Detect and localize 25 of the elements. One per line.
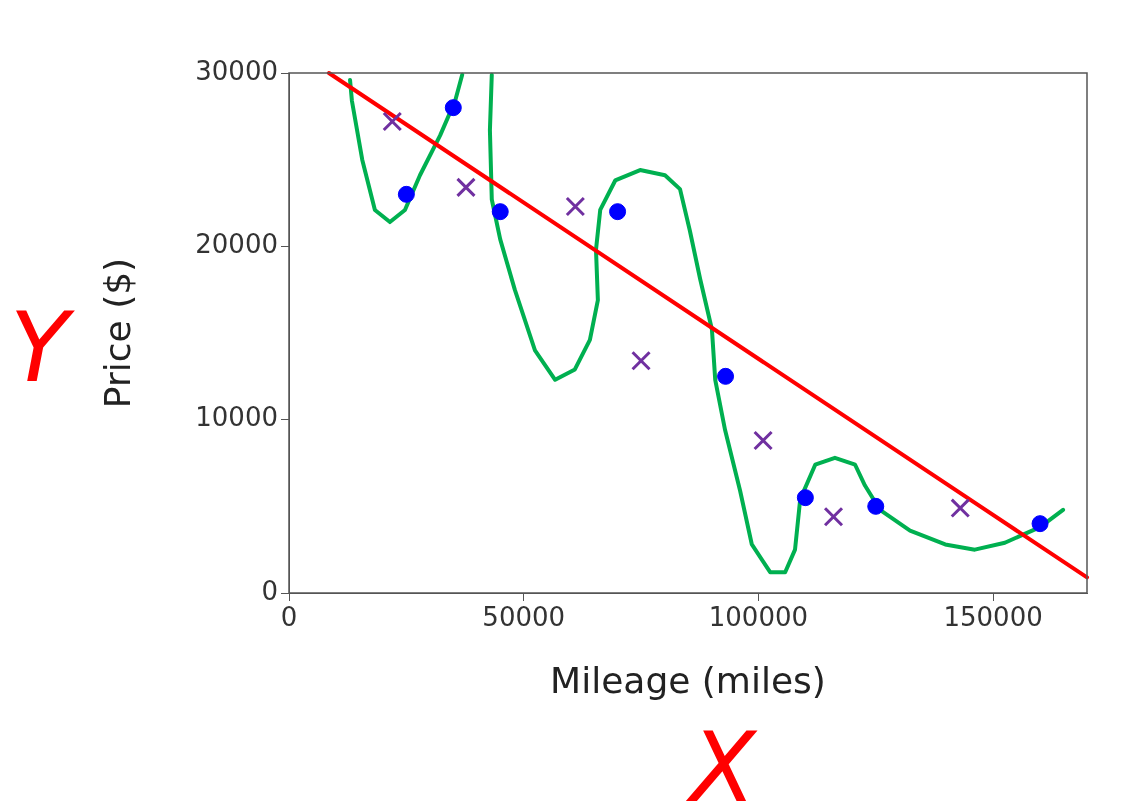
y-axis-title: Price ($) [96,257,138,409]
y-tick-label: 20000 [195,229,278,260]
point [823,506,844,527]
point [717,367,735,385]
y-tick-label: 10000 [195,402,278,433]
point [609,203,627,221]
point [753,430,774,451]
point [631,350,652,371]
point [950,498,971,519]
point [1031,515,1049,533]
point [565,196,586,217]
point [455,177,476,198]
point [796,489,814,507]
x-tick-label: 50000 [482,602,566,633]
point [382,111,403,132]
y-tick-label: 30000 [195,55,278,86]
point [867,497,885,515]
point [444,99,462,117]
y-tick-label: 0 [261,575,278,606]
x-tick-label: 100000 [708,602,809,633]
point [491,203,509,221]
x-tick-label: 0 [280,602,298,633]
x-tick-label: 150000 [943,602,1043,633]
point [397,185,415,203]
x-axis-title: Mileage (miles) [550,659,826,701]
